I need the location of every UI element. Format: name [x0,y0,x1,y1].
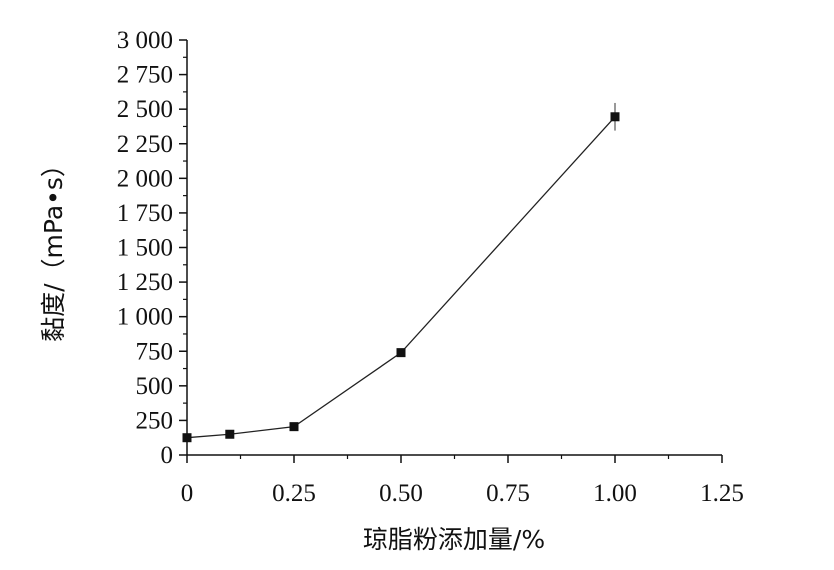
data-point [225,429,235,439]
y-tick-label: 0 [161,442,174,469]
x-tick-label: 1.25 [700,480,744,507]
x-axis-title: 琼脂粉添加量/% [363,525,545,554]
x-ticks: 0 0.25 0.50 0.75 1.00 1.25 [181,455,744,507]
y-tick-label: 250 [136,407,174,434]
data-point [182,433,192,443]
data-point [396,348,406,358]
series-line [186,116,616,439]
axes [186,40,722,456]
x-tick-label: 0.75 [486,480,530,507]
y-tick-label: 3 000 [117,27,173,54]
y-tick-label: 2 250 [117,131,173,158]
data-point [289,422,299,432]
y-ticks: 0 250 500 750 1 000 1 250 1 500 1 750 2 000 2 250… [117,27,187,469]
x-tick-label: 1.00 [593,480,637,507]
y-tick-label: 1 750 [117,200,173,227]
y-tick-label: 2 750 [117,62,173,89]
y-tick-label: 1 000 [117,304,173,331]
y-tick-label: 2 500 [117,96,173,123]
y-tick-label: 2 000 [117,165,173,192]
y-axis-title: 黏度/（mPa•s） [39,152,68,342]
y-tick-label: 1 500 [117,235,173,262]
y-tick-label: 500 [136,373,174,400]
y-tick-label: 1 250 [117,269,173,296]
data-point [610,112,620,122]
series-layer [182,102,620,443]
x-tick-label: 0.50 [379,480,423,507]
y-tick-label: 750 [136,338,174,365]
x-tick-label: 0 [181,480,194,507]
x-tick-label: 0.25 [272,480,316,507]
